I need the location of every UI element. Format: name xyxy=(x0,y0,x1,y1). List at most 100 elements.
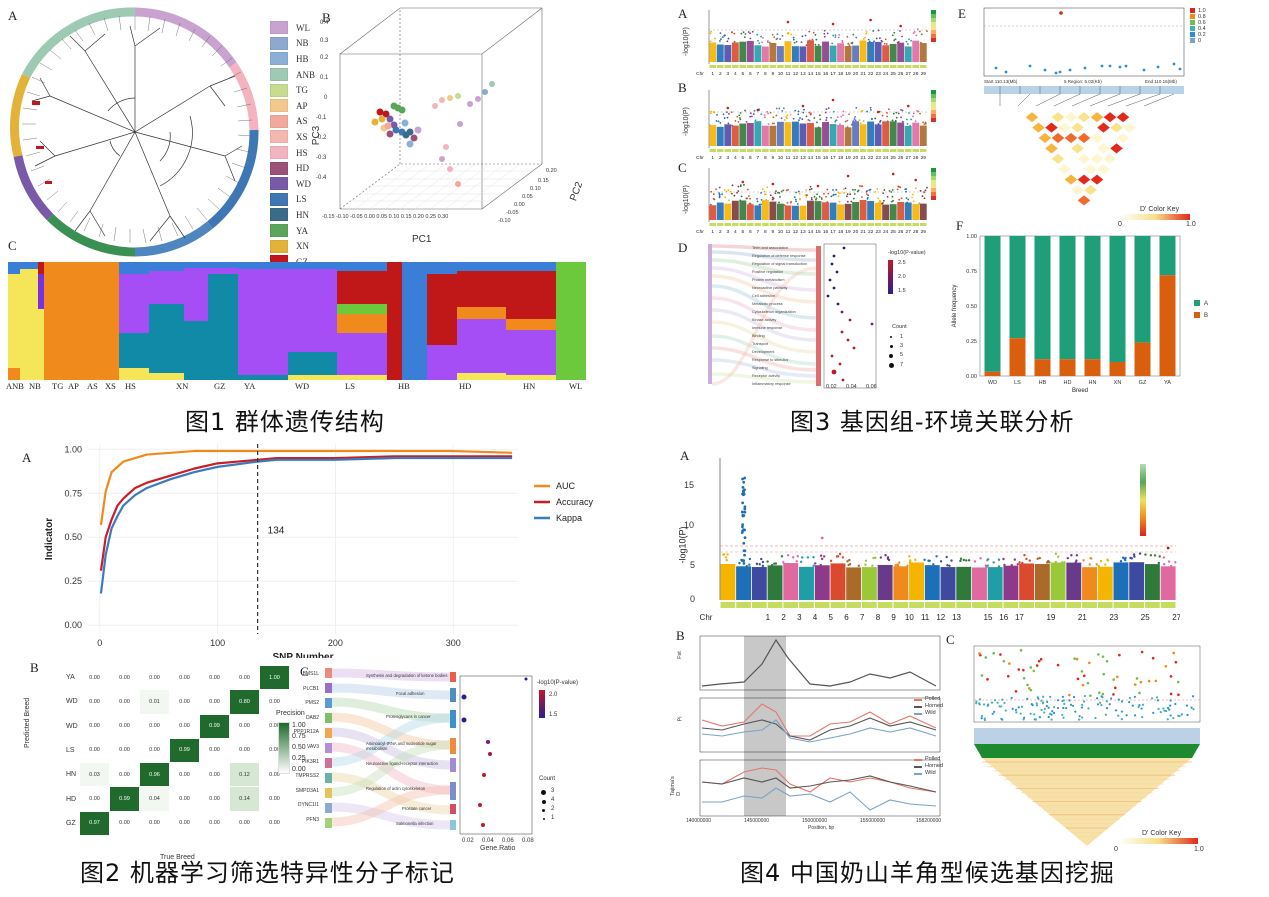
chromosome-band xyxy=(716,126,724,146)
svg-text:Inflammatory response: Inflammatory response xyxy=(752,382,791,386)
chromosome-band xyxy=(761,46,769,62)
snp-point xyxy=(793,41,796,44)
density-strip xyxy=(732,223,739,226)
peak-snp xyxy=(742,541,746,545)
snp-point xyxy=(1168,708,1171,711)
chromosome-label: 12 xyxy=(936,613,945,622)
snp-point xyxy=(875,37,878,40)
snp-point xyxy=(959,559,962,563)
snp-point xyxy=(1038,556,1041,560)
snp-point xyxy=(737,121,740,123)
snp-point xyxy=(715,188,717,191)
snp-point xyxy=(975,700,978,703)
bar-segment-a xyxy=(1084,236,1101,360)
snp-point xyxy=(1032,669,1036,673)
snp-point xyxy=(906,201,909,204)
confusion-matrix: Predicted Breed YA 0.00 0.00 0.00 0.00 0.00 0.… xyxy=(24,660,310,861)
density-strip xyxy=(829,65,837,68)
snp-point xyxy=(775,114,778,117)
snp-point xyxy=(909,124,911,127)
snp-point xyxy=(761,41,764,44)
snp-point xyxy=(861,109,864,112)
svg-text:Protein metabolism: Protein metabolism xyxy=(752,278,785,282)
snp-point xyxy=(890,200,893,203)
snp-point xyxy=(818,195,821,198)
ld-cell xyxy=(1064,153,1078,165)
snp-point xyxy=(778,201,780,204)
svg-text:0: 0 xyxy=(324,95,328,101)
snp-point xyxy=(1050,718,1053,721)
density-strip xyxy=(919,65,927,68)
density-strip xyxy=(784,65,792,68)
confusion-cell: 0.00 xyxy=(110,738,139,763)
snp-point xyxy=(730,111,733,114)
chromosome-band xyxy=(769,125,777,146)
snp-point xyxy=(1075,554,1079,557)
chromosome-band xyxy=(852,121,860,146)
density-legend-swatch xyxy=(931,172,936,176)
significant-snp xyxy=(914,178,918,182)
snp-point xyxy=(1113,686,1117,690)
snp-point xyxy=(1063,561,1066,564)
snp-point xyxy=(862,120,865,122)
density-strip xyxy=(919,149,927,152)
chromosome-band xyxy=(1019,563,1035,600)
snp-point xyxy=(1166,718,1169,721)
peak-snp xyxy=(742,549,746,553)
snp-point xyxy=(832,194,835,197)
snp-point xyxy=(882,192,885,195)
snp-point xyxy=(1036,696,1039,699)
snp-point xyxy=(1074,710,1077,713)
ld-cell xyxy=(1103,153,1117,165)
chromosome-label: 27 xyxy=(1172,613,1180,622)
chromosome-label: 11 xyxy=(921,613,930,622)
fig1-panel-a-label: A xyxy=(8,8,18,23)
snp-point xyxy=(1022,718,1025,721)
density-strip xyxy=(799,223,807,226)
snp-point xyxy=(1040,699,1043,702)
snp-point xyxy=(904,188,907,191)
snp-point xyxy=(760,35,762,38)
sankey-gene-node xyxy=(325,803,332,813)
snp-point xyxy=(825,108,828,111)
fig4-caption: 图4 中国奶山羊角型候选基因挖掘 xyxy=(740,859,1115,887)
snp-point xyxy=(744,33,747,35)
snp-point xyxy=(920,33,923,36)
snp-point xyxy=(1033,713,1036,716)
density-strip xyxy=(754,223,762,226)
svg-text:0.3: 0.3 xyxy=(320,38,329,44)
snp-point xyxy=(781,110,784,112)
chromosome-band xyxy=(784,122,792,146)
significant-snp xyxy=(801,104,805,108)
chromosome-band xyxy=(754,121,762,146)
snp-point xyxy=(866,189,869,192)
confusion-row-label: WD xyxy=(66,722,78,730)
chromosome-band xyxy=(837,124,845,146)
snp-point xyxy=(881,40,884,43)
svg-text:Binding: Binding xyxy=(752,334,765,338)
chromosome-label: 9 xyxy=(772,71,775,76)
snp-point xyxy=(882,199,885,202)
chromosome-band xyxy=(716,202,724,220)
confusion-cell: 1.00 xyxy=(260,666,289,690)
snp-point xyxy=(1112,678,1116,681)
snp-point xyxy=(786,114,789,117)
bar-segment-a xyxy=(1059,236,1076,360)
density-legend-swatch xyxy=(931,106,936,110)
snp-point xyxy=(1047,706,1050,709)
chromosome-label: 12 xyxy=(793,155,799,160)
snp-point xyxy=(1097,653,1100,656)
snp-point xyxy=(1110,697,1113,700)
density-strip xyxy=(1160,602,1176,608)
peak-snp xyxy=(742,490,745,494)
chromosome-label: 19 xyxy=(845,155,851,160)
density-strip xyxy=(762,149,769,152)
ld-cell xyxy=(1083,163,1098,175)
density-legend-swatch xyxy=(931,26,936,30)
chromosome-band xyxy=(897,201,905,220)
snp-point xyxy=(763,190,766,193)
snp-point xyxy=(815,197,818,200)
snp-point xyxy=(733,194,736,197)
chromosome-label: Chr xyxy=(700,613,713,622)
snp-point xyxy=(1133,695,1137,698)
